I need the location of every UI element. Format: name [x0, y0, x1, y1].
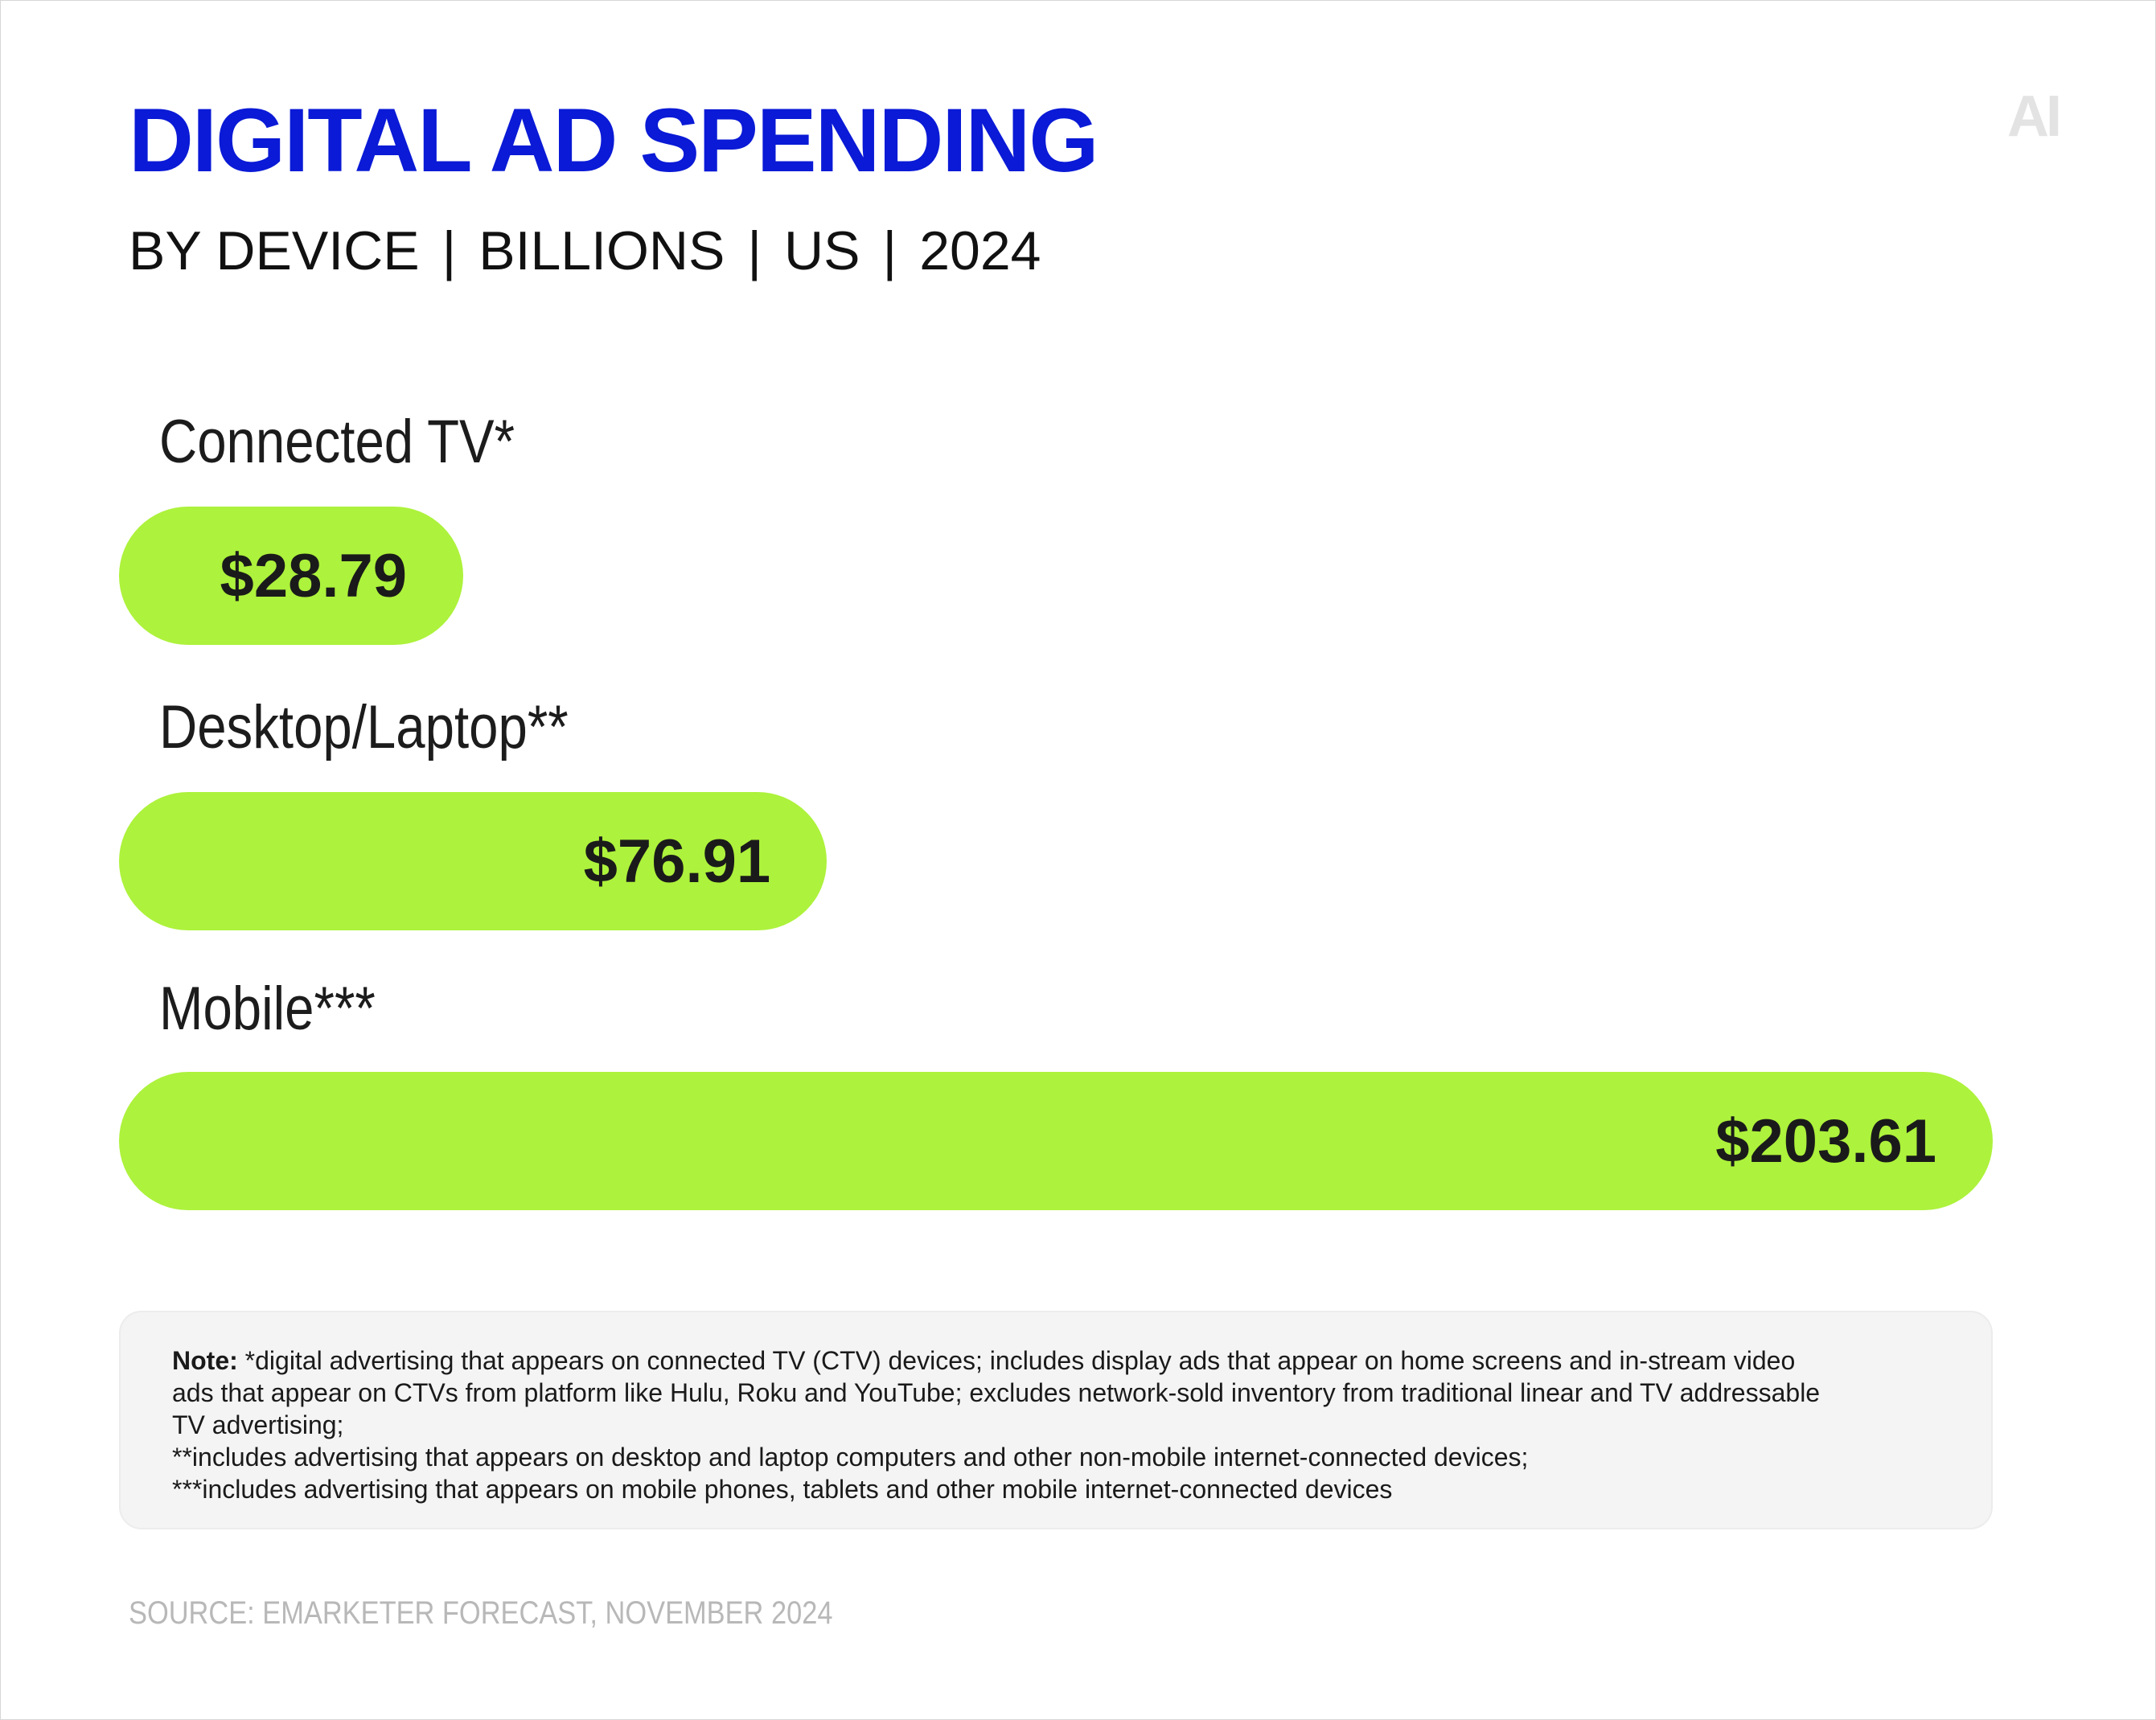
bar: $76.91	[119, 792, 827, 930]
bar-value-label: $28.79	[220, 541, 407, 610]
subtitle-year: 2024	[919, 220, 1041, 281]
category-label: Desktop/Laptop**	[159, 693, 569, 761]
note-line: ***includes advertising that appears on …	[172, 1475, 1393, 1504]
note-line: **includes advertising that appears on d…	[172, 1443, 1529, 1472]
bar-value-label: $76.91	[583, 827, 771, 896]
brand-logo: AI	[2007, 84, 2062, 149]
bar: $28.79	[119, 507, 463, 645]
bar-value-label: $203.61	[1715, 1106, 1936, 1176]
note-box: Note: *digital advertising that appears …	[119, 1311, 1993, 1529]
note-line: TV advertising;	[172, 1410, 344, 1439]
subtitle-unit: BILLIONS	[478, 220, 725, 281]
bar: $203.61	[119, 1072, 1993, 1210]
bar-chart: Connected TV* $28.79 Desktop/Laptop** $76.9…	[119, 408, 1993, 1210]
note-label: Note:	[172, 1346, 238, 1375]
chart-title: DIGITAL AD SPENDING	[129, 90, 1099, 191]
subtitle-separator: |	[441, 220, 457, 281]
source-text: SOURCE: EMARKETER FORECAST, NOVEMBER 202…	[129, 1595, 833, 1631]
chart-subtitle: BY DEVICE | BILLIONS | US | 2024	[129, 217, 1041, 285]
subtitle-device: BY DEVICE	[129, 220, 420, 281]
note-line: ads that appear on CTVs from platform li…	[172, 1378, 1821, 1407]
subtitle-separator: |	[882, 220, 897, 281]
category-label: Connected TV*	[159, 408, 515, 476]
subtitle-separator: |	[747, 220, 762, 281]
category-label: Mobile***	[159, 975, 376, 1043]
subtitle-region: US	[784, 220, 860, 281]
note-line: Note: *digital advertising that appears …	[172, 1346, 1796, 1375]
